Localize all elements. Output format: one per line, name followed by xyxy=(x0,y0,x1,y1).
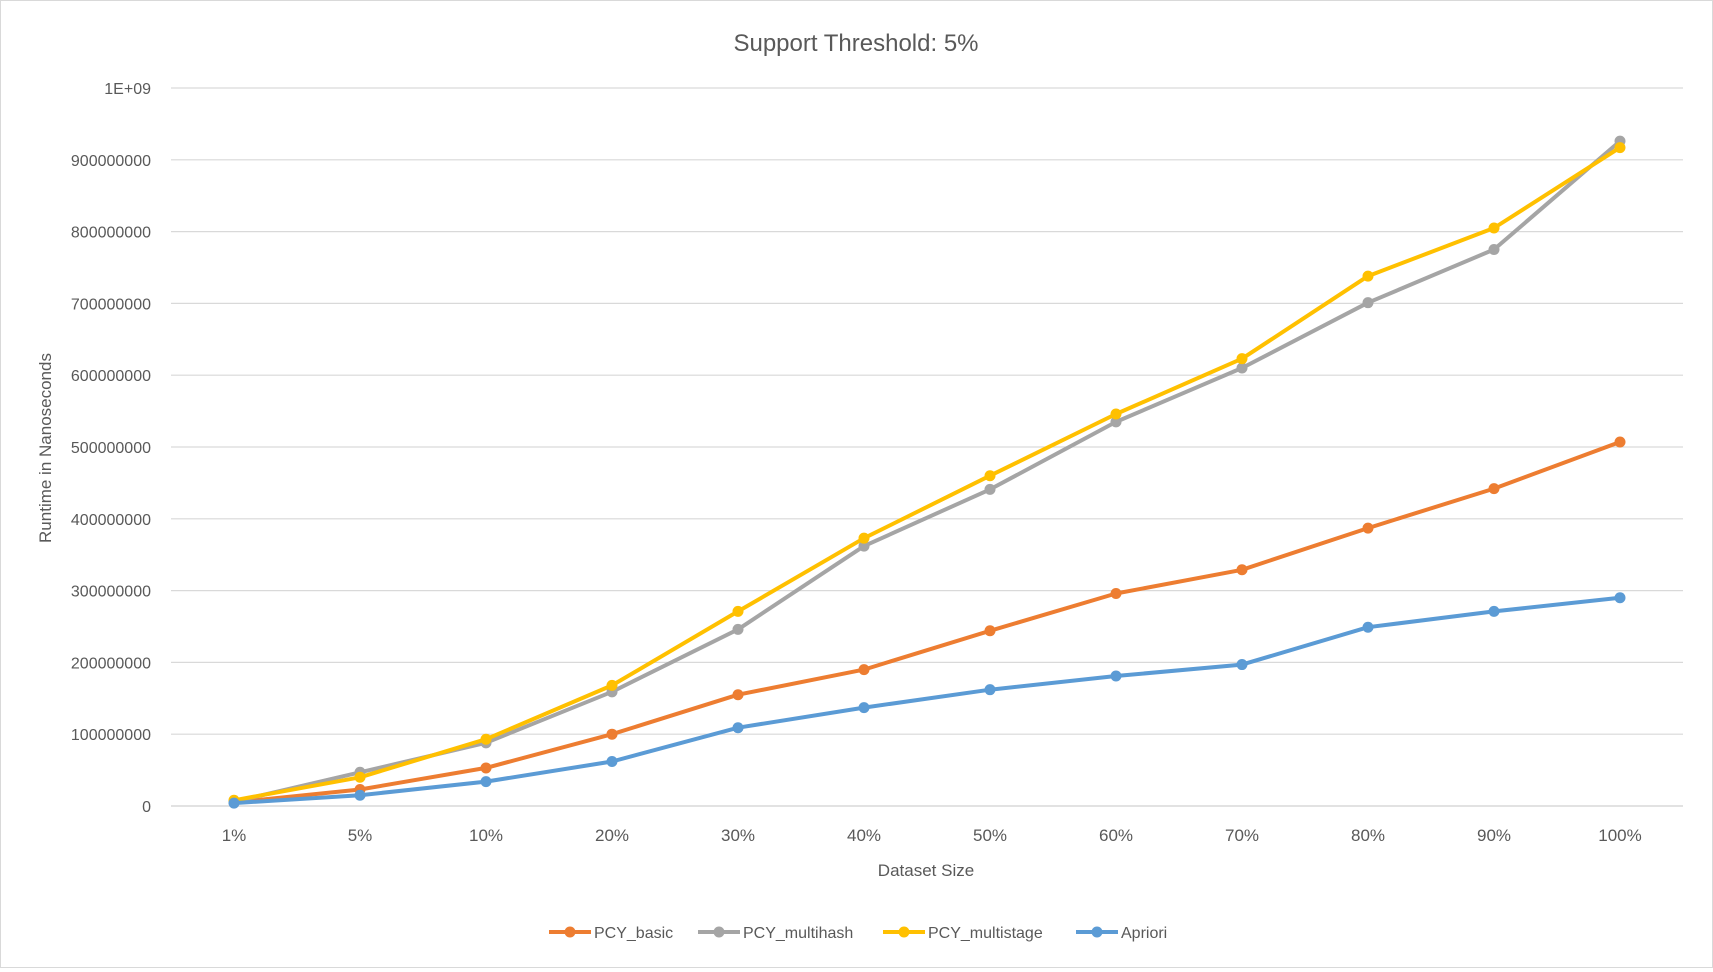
data-point-pcy-basic xyxy=(858,664,870,676)
data-point-pcy-multihash xyxy=(732,623,744,635)
legend-swatch-marker xyxy=(898,926,910,938)
data-point-apriori xyxy=(480,776,492,788)
data-point-apriori xyxy=(1362,621,1374,633)
legend-swatch-marker xyxy=(713,926,725,938)
data-point-pcy-multistage xyxy=(732,605,744,617)
series-line-pcy-basic xyxy=(232,440,1622,805)
data-point-apriori xyxy=(228,797,240,809)
y-tick-label: 1E+09 xyxy=(104,81,151,98)
legend-item: PCY_multistage xyxy=(883,925,1043,942)
series-line-apriori xyxy=(232,595,1622,806)
data-point-pcy-multistage xyxy=(858,532,870,544)
data-point-pcy-basic xyxy=(732,689,744,701)
legend-label: Apriori xyxy=(1121,925,1167,942)
series-pcy-multihash xyxy=(228,135,1626,808)
y-tick-label: 0 xyxy=(142,799,151,816)
data-point-pcy-basic xyxy=(984,625,996,637)
data-point-pcy-basic xyxy=(1362,522,1374,534)
data-point-pcy-basic xyxy=(606,728,618,740)
legend-swatch-marker xyxy=(564,926,576,938)
data-point-pcy-multistage xyxy=(1236,353,1248,365)
x-tick-label: 70% xyxy=(1225,826,1259,845)
data-point-pcy-multihash xyxy=(1362,297,1374,309)
data-point-pcy-multistage xyxy=(606,679,618,691)
data-point-pcy-multistage xyxy=(1614,142,1626,154)
data-point-pcy-multistage xyxy=(1362,270,1374,282)
y-tick-label: 600000000 xyxy=(71,368,151,385)
legend-item: Apriori xyxy=(1076,925,1167,942)
x-tick-label: 100% xyxy=(1598,826,1641,845)
data-point-pcy-basic xyxy=(1488,483,1500,495)
data-point-apriori xyxy=(732,722,744,734)
data-point-pcy-multihash xyxy=(1236,362,1248,374)
y-tick-label: 700000000 xyxy=(71,296,151,313)
x-axis-ticks: 1% 5% 10% 20% 30% 40% 50% 60% 70% 80% 90% 100% xyxy=(222,826,1642,845)
legend-item: PCY_multihash xyxy=(698,925,853,942)
legend-label: PCY_multistage xyxy=(928,925,1043,942)
data-point-pcy-multistage xyxy=(1110,408,1122,420)
x-tick-label: 1% xyxy=(222,826,247,845)
y-tick-label: 400000000 xyxy=(71,512,151,529)
x-tick-label: 10% xyxy=(469,826,503,845)
data-point-pcy-basic xyxy=(1110,587,1122,599)
data-point-pcy-basic xyxy=(480,762,492,774)
data-point-apriori xyxy=(1110,670,1122,682)
chart-title: Support Threshold: 5% xyxy=(733,30,978,57)
y-tick-label: 300000000 xyxy=(71,584,151,601)
x-tick-label: 40% xyxy=(847,826,881,845)
x-tick-label: 50% xyxy=(973,826,1007,845)
data-point-apriori xyxy=(1614,592,1626,604)
series-apriori xyxy=(228,592,1626,809)
data-point-apriori xyxy=(354,789,366,801)
series-line-pcy-multistage xyxy=(232,145,1622,803)
data-point-pcy-multistage xyxy=(354,771,366,783)
data-point-pcy-multihash xyxy=(984,483,996,495)
data-point-apriori xyxy=(858,702,870,714)
data-point-pcy-multihash xyxy=(1110,416,1122,428)
x-tick-label: 90% xyxy=(1477,826,1511,845)
y-tick-label: 800000000 xyxy=(71,225,151,242)
series-pcy-multistage xyxy=(228,142,1626,806)
y-tick-label: 500000000 xyxy=(71,440,151,457)
y-tick-label: 900000000 xyxy=(71,153,151,170)
x-axis-label: Dataset Size xyxy=(878,861,974,880)
legend-label: PCY_basic xyxy=(594,925,673,942)
y-axis-ticks: 0 100000000 200000000 300000000 400000000 500… xyxy=(71,81,151,816)
data-point-pcy-basic xyxy=(1236,564,1248,576)
data-point-pcy-multistage xyxy=(984,470,996,482)
data-point-pcy-multistage xyxy=(480,733,492,745)
y-axis-label: Runtime in Nanoseconds xyxy=(36,353,55,543)
data-point-pcy-multistage xyxy=(1488,222,1500,234)
data-point-pcy-basic xyxy=(1614,436,1626,448)
x-tick-label: 20% xyxy=(595,826,629,845)
data-point-apriori xyxy=(984,684,996,696)
legend-swatch-marker xyxy=(1091,926,1103,938)
data-point-apriori xyxy=(1236,659,1248,671)
legend-item: PCY_basic xyxy=(549,925,673,942)
grid-lines xyxy=(171,87,1683,735)
x-tick-label: 80% xyxy=(1351,826,1385,845)
y-tick-label: 200000000 xyxy=(71,655,151,672)
data-point-apriori xyxy=(1488,605,1500,617)
data-point-pcy-multihash xyxy=(858,540,870,552)
x-tick-label: 5% xyxy=(348,826,373,845)
series-lines xyxy=(228,135,1626,809)
x-tick-label: 60% xyxy=(1099,826,1133,845)
series-line-pcy-multihash xyxy=(232,139,1622,804)
data-point-apriori xyxy=(606,755,618,767)
legend-label: PCY_multihash xyxy=(743,925,853,942)
y-tick-label: 100000000 xyxy=(71,727,151,744)
x-tick-label: 30% xyxy=(721,826,755,845)
legend: PCY_basic PCY_multihash PCY_multistage Apri… xyxy=(549,925,1167,942)
data-point-pcy-multihash xyxy=(1488,244,1500,256)
